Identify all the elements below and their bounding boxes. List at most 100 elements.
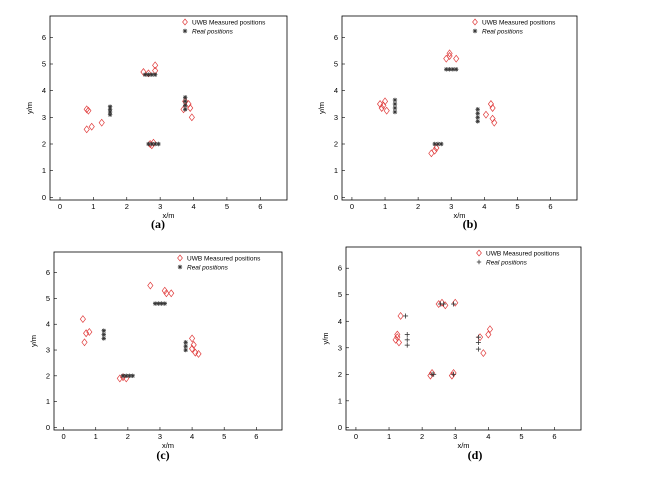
- legend-entry: UWB Measured positions: [192, 19, 266, 26]
- y-tick-label: 4: [338, 317, 342, 326]
- legend-marker-measured: [476, 249, 482, 257]
- y-tick-label: 5: [334, 60, 338, 69]
- y-tick-label: 6: [42, 33, 46, 42]
- measured-point: [380, 101, 387, 110]
- real-point: [130, 373, 135, 379]
- real-point: [439, 141, 444, 147]
- chart-panel-a: 0 1 2 3 4 5 6 0 1 2 3 4 5 6 x/m y/m (a) UWB Measured posi…: [25, 15, 288, 231]
- measured-point: [140, 68, 147, 76]
- real-point: [475, 334, 481, 340]
- x-tick-label: 1: [383, 202, 387, 211]
- measured-point: [85, 106, 92, 115]
- real-point: [183, 343, 188, 349]
- real-point: [392, 97, 398, 103]
- legend-entry: UWB Measured positions: [486, 250, 560, 257]
- measured-point: [195, 349, 202, 358]
- measured-point: [86, 328, 93, 336]
- x-tick-label: 2: [420, 432, 424, 441]
- real-point: [475, 346, 481, 352]
- measured-point: [79, 315, 86, 324]
- real-point: [146, 141, 151, 147]
- y-axis-label: y/m: [321, 332, 330, 344]
- x-tick-label: 1: [94, 432, 98, 441]
- y-tick-label: 2: [334, 140, 338, 149]
- y-tick-label: 4: [334, 86, 338, 95]
- real-point: [451, 371, 457, 377]
- x-tick-label: 5: [515, 202, 519, 211]
- x-tick-label: 0: [354, 432, 358, 441]
- measured-point: [486, 325, 494, 334]
- x-tick-label: 3: [449, 202, 453, 211]
- measured-point: [392, 335, 399, 344]
- legend: UWB Measured positions Real positions: [476, 249, 560, 266]
- plot-frame: [341, 15, 578, 201]
- y-tick-label: 0: [338, 423, 342, 432]
- measured-point: [485, 330, 492, 339]
- measured-point: [192, 348, 199, 357]
- real-point: [101, 336, 106, 341]
- y-tick-label: 6: [338, 264, 342, 273]
- x-tick-label: 5: [222, 432, 226, 441]
- y-tick-label: 3: [334, 113, 338, 122]
- legend: UWB Measured positions Real positions: [182, 18, 266, 35]
- y-tick-label: 1: [334, 166, 338, 175]
- x-tick-label: 1: [387, 432, 391, 441]
- legend-entry: UWB Measured positions: [187, 255, 261, 262]
- measured-point: [383, 106, 390, 115]
- legend: UWB Measured positions Real positions: [472, 18, 556, 35]
- measured-point: [480, 349, 487, 358]
- x-tick-label: 6: [258, 202, 262, 211]
- real-point: [101, 332, 106, 337]
- real-point: [451, 301, 457, 307]
- x-axis-label: x/m: [162, 211, 174, 220]
- x-tick-label: 4: [191, 202, 195, 211]
- measured-point: [188, 113, 195, 122]
- measured-point: [187, 104, 194, 112]
- x-axis-label: x/m: [162, 441, 174, 450]
- y-tick-label: 6: [334, 33, 338, 42]
- measured-point: [381, 97, 389, 106]
- legend-marker-measured: [177, 254, 183, 262]
- real-point: [392, 105, 398, 111]
- measured-point: [88, 122, 95, 131]
- plot-frame: [49, 15, 288, 201]
- real-point: [107, 112, 113, 117]
- real-point: [404, 332, 410, 338]
- y-tick-label: 2: [338, 370, 342, 379]
- measured-point: [83, 329, 90, 338]
- y-tick-label: 4: [42, 86, 46, 95]
- y-tick-label: 1: [42, 166, 46, 175]
- real-point: [182, 99, 188, 104]
- y-axis-label: y/m: [317, 102, 326, 114]
- x-tick-label: 6: [552, 432, 556, 441]
- real-point: [403, 313, 409, 319]
- x-tick-label: 4: [486, 432, 490, 441]
- x-tick-label: 2: [125, 202, 129, 211]
- legend-marker-real: [476, 259, 482, 265]
- measured-point: [189, 334, 196, 343]
- chart-panel-b: 0 1 2 3 4 5 6 0 1 2 3 4 5 6 x/m y/m (b) UWB Measured posi…: [317, 15, 578, 231]
- panel-label: (c): [156, 448, 169, 462]
- x-tick-label: 3: [158, 202, 162, 211]
- legend-entry: Real positions: [486, 259, 528, 266]
- real-point: [127, 373, 132, 379]
- real-point: [156, 141, 161, 147]
- x-tick-label: 5: [519, 432, 523, 441]
- x-tick-label: 3: [158, 432, 162, 441]
- x-axis-label: x/m: [457, 441, 469, 450]
- y-tick-label: 2: [42, 140, 46, 149]
- real-point: [152, 301, 158, 306]
- measured-point: [487, 100, 494, 108]
- y-tick-label: 3: [42, 113, 46, 122]
- panel-label: (d): [468, 448, 483, 462]
- legend-marker-real: [472, 28, 478, 34]
- measured-point: [377, 100, 384, 108]
- y-tick-label: 6: [46, 268, 50, 277]
- real-point: [183, 340, 188, 345]
- measured-point: [428, 149, 435, 158]
- real-point: [475, 119, 480, 124]
- y-tick-label: 5: [338, 290, 342, 299]
- x-tick-label: 6: [548, 202, 552, 211]
- measured-point: [489, 104, 496, 112]
